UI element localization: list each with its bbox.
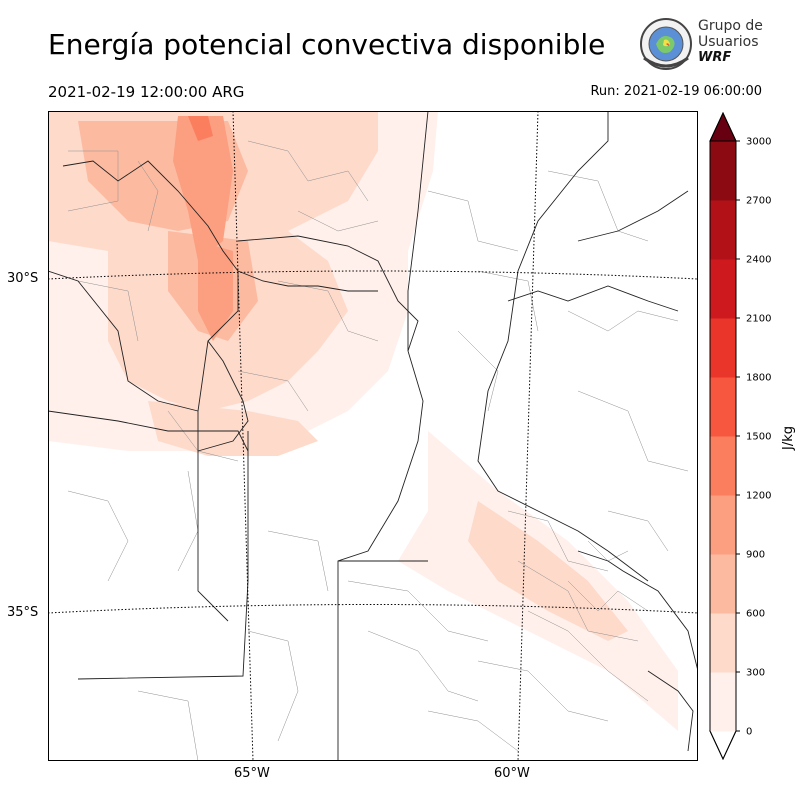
cape-shading: [48, 111, 678, 731]
valid-time: 2021-02-19 12:00:00 ARG: [48, 83, 245, 101]
colorbar-tick-label: 2700: [746, 196, 771, 207]
lat-label-35s: 35°S: [7, 605, 39, 620]
coastline: [577, 550, 698, 752]
colorbar-tick-label: 600: [746, 609, 765, 620]
logo-line3: WRF: [698, 50, 732, 65]
colorbar-segment: [710, 141, 736, 201]
colorbar-segment: [710, 554, 736, 614]
colorbar-extend-max: [709, 111, 737, 142]
colorbar-segments: [709, 111, 737, 761]
logo-line1: Grupo de: [698, 18, 763, 34]
colorbar-tick-label: 2400: [746, 255, 771, 266]
colorbar: 0 300 600 900 1200 1500 1800 2100 2400 2700 3000 J…: [709, 111, 796, 761]
map-frame: [48, 111, 698, 761]
colorbar-segment: [710, 613, 736, 673]
colorbar-extend-min: [709, 730, 737, 761]
lon-label-65w: 65°W: [234, 766, 270, 781]
colorbar-tick-label: 1800: [746, 373, 771, 384]
graticule: [48, 111, 698, 761]
colorbar-segment: [710, 200, 736, 260]
colorbar-segment: [710, 495, 736, 555]
run-time: Run: 2021-02-19 06:00:00: [590, 84, 762, 99]
department-boundaries: [67, 140, 689, 761]
colorbar-tick-label: 0: [746, 727, 752, 738]
colorbar-tick-label: 1500: [746, 432, 771, 443]
colorbar-tick-label: 3000: [746, 137, 771, 148]
colorbar-label: J/kg: [781, 426, 796, 451]
cape-map: [48, 111, 698, 761]
colorbar-ticks: 0 300 600 900 1200 1500 1800 2100 2400 2700 3000: [736, 137, 771, 738]
chart-title: Energía potencial convectiva disponible: [48, 28, 606, 61]
colorbar-tick-label: 2100: [746, 314, 771, 325]
province-boundaries: [48, 111, 689, 761]
lat-label-30s: 30°S: [7, 271, 39, 286]
colorbar-segment: [710, 377, 736, 437]
colorbar-segment: [710, 436, 736, 496]
colorbar-segment: [710, 672, 736, 732]
colorbar-tick-label: 300: [746, 668, 765, 679]
wrf-emblem-icon: [640, 18, 692, 70]
colorbar-segment: [710, 318, 736, 378]
colorbar-segment: [710, 259, 736, 319]
colorbar-tick-label: 900: [746, 550, 765, 561]
colorbar-tick-label: 1200: [746, 491, 771, 502]
lon-label-60w: 60°W: [494, 766, 530, 781]
wrf-logo: Grupo de Usuarios WRF: [636, 14, 766, 76]
logo-line2: Usuarios: [698, 34, 759, 50]
